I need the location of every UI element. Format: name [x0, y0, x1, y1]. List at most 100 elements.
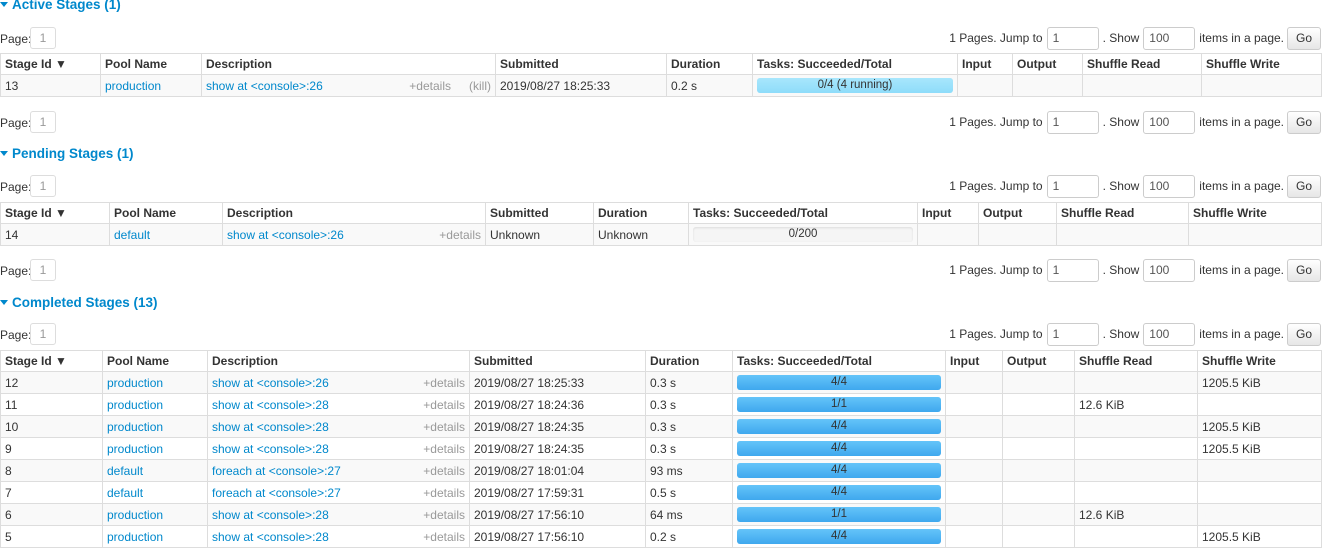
description-link[interactable]: foreach at <console>:27 — [212, 463, 341, 478]
column-header-shuffle-read[interactable]: Shuffle Read — [1082, 53, 1202, 75]
column-header-stage-id[interactable]: Stage Id ▼ — [0, 202, 110, 224]
go-button[interactable]: Go — [1287, 110, 1321, 134]
pool-link[interactable]: default — [107, 463, 144, 478]
column-header-shuffle-write[interactable]: Shuffle Write — [1197, 350, 1322, 372]
page-number-button[interactable]: 1 — [30, 259, 56, 281]
page-size-input[interactable] — [1143, 258, 1196, 282]
active-stages-toggle[interactable]: Active Stages (1) — [0, 0, 121, 12]
description-link[interactable]: foreach at <console>:27 — [212, 485, 341, 500]
details-toggle[interactable]: +details — [423, 419, 465, 434]
pool-link[interactable]: default — [114, 227, 151, 242]
pool-link[interactable]: production — [107, 507, 164, 522]
page-size-input[interactable] — [1143, 110, 1196, 134]
progress-fill — [737, 441, 941, 456]
details-toggle[interactable]: +details — [423, 441, 465, 456]
column-header-shuffle-read[interactable]: Shuffle Read — [1056, 202, 1189, 224]
column-header-submitted[interactable]: Submitted — [495, 53, 667, 75]
completed-stages-toggle[interactable]: Completed Stages (13) — [0, 295, 158, 310]
column-header-input[interactable]: Input — [957, 53, 1013, 75]
go-button[interactable]: Go — [1287, 258, 1321, 282]
pending-stages-toggle[interactable]: Pending Stages (1) — [0, 146, 134, 161]
description-link[interactable]: show at <console>:28 — [212, 507, 329, 522]
column-header-description[interactable]: Description — [201, 53, 496, 75]
column-header-output[interactable]: Output — [1012, 53, 1083, 75]
pages-text: 1 Pages. Jump to — [949, 327, 1043, 341]
details-toggle[interactable]: +details — [423, 375, 465, 390]
column-header-output[interactable]: Output — [978, 202, 1057, 224]
items-text: items in a page. — [1199, 31, 1284, 45]
jump-to-page-input[interactable] — [1046, 110, 1099, 134]
column-header-tasks[interactable]: Tasks: Succeeded/Total — [688, 202, 918, 224]
description-link[interactable]: show at <console>:28 — [212, 529, 329, 544]
column-header-stage-id[interactable]: Stage Id ▼ — [0, 53, 101, 75]
description-link[interactable]: show at <console>:26 — [206, 78, 323, 93]
active-bottom-pager: Page:1 1 Pages. Jump to . Show items in a p… — [0, 110, 1323, 135]
page-size-input[interactable] — [1143, 174, 1196, 198]
pool-link[interactable]: default — [107, 485, 144, 500]
page-number-button[interactable]: 1 — [30, 111, 56, 133]
column-header-tasks[interactable]: Tasks: Succeeded/Total — [752, 53, 958, 75]
jump-to-page-input[interactable] — [1046, 26, 1099, 50]
column-header-pool-name[interactable]: Pool Name — [102, 350, 208, 372]
column-header-shuffle-read[interactable]: Shuffle Read — [1074, 350, 1198, 372]
pool-link[interactable]: production — [107, 441, 164, 456]
jump-to-page-input[interactable] — [1046, 258, 1099, 282]
column-header-duration[interactable]: Duration — [645, 350, 733, 372]
shuffle-write-cell — [1197, 393, 1322, 416]
pool-link[interactable]: production — [107, 529, 164, 544]
shuffle-read-cell — [1074, 371, 1198, 394]
details-toggle[interactable]: +details — [423, 397, 465, 412]
details-toggle[interactable]: +details — [409, 78, 451, 93]
pool-link[interactable]: production — [107, 375, 164, 390]
column-header-pool-name[interactable]: Pool Name — [100, 53, 202, 75]
page-size-input[interactable] — [1143, 26, 1196, 50]
progress-text: 0/200 — [788, 228, 818, 240]
column-header-description[interactable]: Description — [222, 202, 486, 224]
pool-link[interactable]: production — [107, 397, 164, 412]
page-size-input[interactable] — [1143, 322, 1196, 346]
column-header-description[interactable]: Description — [207, 350, 470, 372]
column-header-input[interactable]: Input — [917, 202, 979, 224]
stage-id-cell: 10 — [0, 415, 103, 438]
description-link[interactable]: show at <console>:26 — [227, 227, 344, 242]
jump-to-page-input[interactable] — [1046, 322, 1099, 346]
page-number-button[interactable]: 1 — [30, 323, 56, 345]
details-toggle[interactable]: +details — [423, 529, 465, 544]
description-link[interactable]: show at <console>:28 — [212, 419, 329, 434]
column-header-stage-id[interactable]: Stage Id ▼ — [0, 350, 103, 372]
pool-link[interactable]: production — [107, 419, 164, 434]
column-header-output[interactable]: Output — [1002, 350, 1075, 372]
jump-to-page-input[interactable] — [1046, 174, 1099, 198]
details-toggle[interactable]: +details — [423, 463, 465, 478]
description-cell: +details show at <console>:26 — [222, 223, 486, 246]
column-header-shuffle-write[interactable]: Shuffle Write — [1201, 53, 1322, 75]
column-header-submitted[interactable]: Submitted — [469, 350, 646, 372]
details-toggle[interactable]: +details — [439, 227, 481, 242]
description-link[interactable]: show at <console>:26 — [212, 375, 329, 390]
pool-link[interactable]: production — [105, 78, 162, 93]
column-header-submitted[interactable]: Submitted — [485, 202, 594, 224]
details-toggle[interactable]: +details — [423, 507, 465, 522]
description-link[interactable]: show at <console>:28 — [212, 397, 329, 412]
table-row: 10 production +details show at <console>:28… — [0, 415, 1322, 438]
page-number-button[interactable]: 1 — [30, 175, 56, 197]
pending-stages-table: Stage Id ▼ Pool Name Description Submitted D… — [0, 202, 1322, 246]
kill-link[interactable]: (kill) — [469, 78, 491, 93]
column-header-input[interactable]: Input — [945, 350, 1003, 372]
go-button[interactable]: Go — [1287, 322, 1321, 346]
column-header-tasks[interactable]: Tasks: Succeeded/Total — [732, 350, 946, 372]
column-header-pool-name[interactable]: Pool Name — [109, 202, 223, 224]
details-toggle[interactable]: +details — [423, 485, 465, 500]
column-header-duration[interactable]: Duration — [593, 202, 689, 224]
input-cell — [945, 371, 1003, 394]
stage-id-cell: 9 — [0, 437, 103, 460]
column-header-duration[interactable]: Duration — [666, 53, 753, 75]
go-button[interactable]: Go — [1287, 26, 1321, 50]
shuffle-write-cell — [1197, 459, 1322, 482]
description-link[interactable]: show at <console>:28 — [212, 441, 329, 456]
column-header-shuffle-write[interactable]: Shuffle Write — [1188, 202, 1322, 224]
go-button[interactable]: Go — [1287, 174, 1321, 198]
shuffle-write-cell: 1205.5 KiB — [1197, 437, 1322, 460]
show-text: . Show — [1102, 327, 1140, 341]
page-number-button[interactable]: 1 — [30, 27, 56, 49]
